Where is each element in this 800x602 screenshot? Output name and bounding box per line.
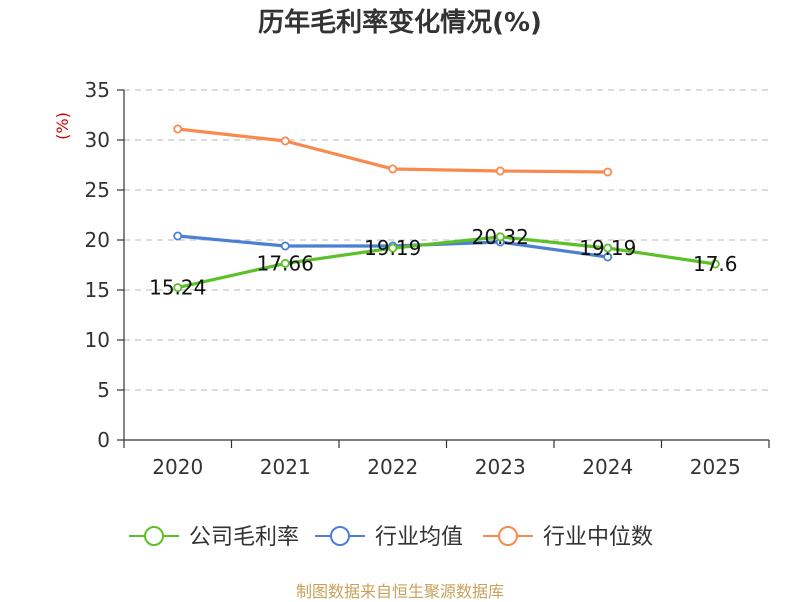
x-tick-label: 2022	[367, 455, 418, 479]
source-note: 制图数据来自恒生聚源数据库	[295, 582, 504, 601]
y-tick-label: 0	[97, 428, 110, 452]
grid-lines	[124, 89, 769, 391]
data-point	[173, 124, 183, 134]
y-axis-unit-label: (%)	[53, 112, 72, 140]
chart-title: 历年毛利率变化情况(%)	[258, 8, 542, 38]
data-point	[280, 258, 290, 268]
y-tick-label: 15	[85, 278, 110, 302]
data-point	[603, 243, 613, 253]
legend-marker	[498, 526, 518, 546]
data-labels: 15.24 17.66 19.19 20.32 19.19 17.6	[149, 225, 737, 300]
legend-marker	[330, 526, 350, 546]
y-tick-label: 10	[85, 328, 110, 352]
series-line	[176, 235, 717, 290]
data-label: 15.24	[149, 276, 206, 300]
legend-item: 公司毛利率	[129, 525, 299, 550]
x-tick-label: 2020	[152, 455, 203, 479]
data-point	[388, 164, 398, 174]
x-tick-label: 2021	[260, 455, 311, 479]
legend-marker	[144, 526, 164, 546]
x-tick-label: 2023	[475, 455, 526, 479]
y-tick-label: 20	[85, 228, 110, 252]
data-label: 17.66	[257, 251, 314, 275]
legend-label: 行业中位数	[543, 525, 653, 550]
x-tick-label: 2025	[690, 455, 741, 479]
data-point	[495, 232, 505, 242]
data-point	[495, 166, 505, 176]
y-tick-label: 30	[85, 128, 110, 152]
legend-item: 行业均值	[315, 525, 463, 550]
data-label: 20.32	[472, 225, 529, 249]
legend: 公司毛利率 行业均值 行业中位数	[129, 525, 653, 550]
legend-label: 公司毛利率	[189, 525, 299, 550]
y-tick-label: 35	[85, 78, 110, 102]
y-tick-label: 25	[85, 178, 110, 202]
legend-label: 行业均值	[375, 525, 463, 550]
legend-item: 行业中位数	[483, 525, 653, 550]
series-layer	[173, 124, 720, 293]
data-point	[710, 259, 720, 269]
data-point	[280, 136, 290, 146]
data-label: 19.19	[579, 236, 636, 260]
data-point	[603, 252, 613, 262]
data-point	[603, 167, 613, 177]
data-label: 17.6	[693, 252, 738, 276]
data-point	[173, 283, 183, 293]
data-point	[388, 243, 398, 253]
data-point	[173, 231, 183, 241]
data-label: 19.19	[364, 236, 421, 260]
x-tick-label: 2024	[582, 455, 633, 479]
y-tick-label: 5	[97, 378, 110, 402]
data-point	[280, 241, 290, 251]
